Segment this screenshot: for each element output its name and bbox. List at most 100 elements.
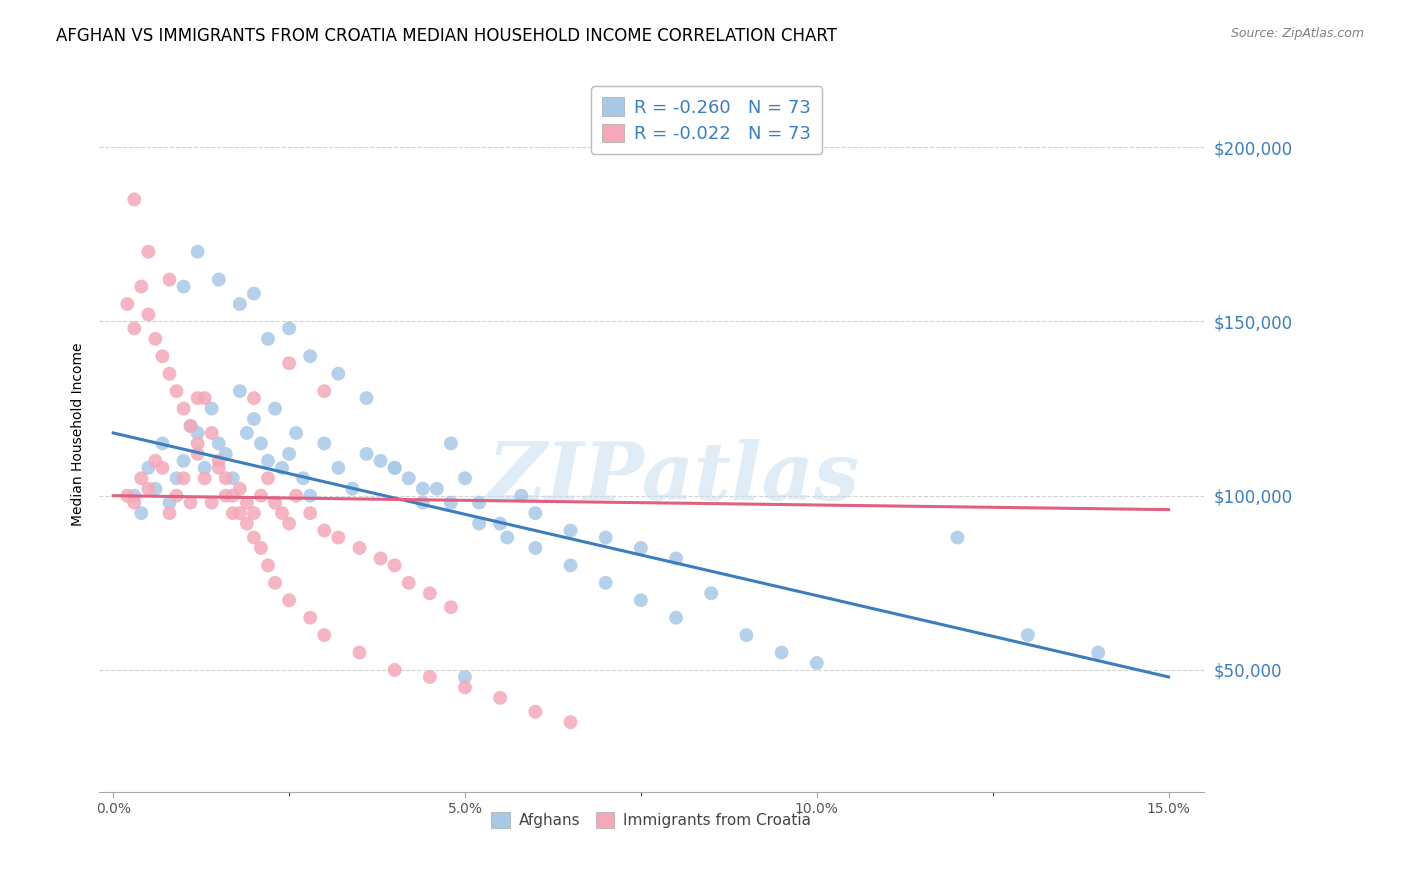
Point [489,690,512,705]
Point [236,425,259,440]
Text: ZIPatlas: ZIPatlas [488,439,859,516]
Point [166,471,188,485]
Point [243,286,266,301]
Point [201,425,224,440]
Point [314,436,336,450]
Text: Source: ZipAtlas.com: Source: ZipAtlas.com [1230,27,1364,40]
Point [236,496,259,510]
Point [489,516,512,531]
Point [124,496,146,510]
Y-axis label: Median Household Income: Median Household Income [72,343,86,526]
Point [412,496,434,510]
Point [1087,646,1109,660]
Point [250,541,273,555]
Point [138,482,160,496]
Point [131,506,153,520]
Point [264,496,287,510]
Point [299,489,322,503]
Point [124,193,146,207]
Point [328,460,350,475]
Point [208,272,231,286]
Point [187,425,209,440]
Point [180,419,202,434]
Point [384,460,406,475]
Point [700,586,723,600]
Point [595,575,617,590]
Point [314,524,336,538]
Point [349,646,371,660]
Point [166,489,188,503]
Point [770,646,793,660]
Point [264,401,287,416]
Point [630,541,652,555]
Point [222,506,245,520]
Point [159,496,181,510]
Point [229,482,252,496]
Point [173,279,195,293]
Point [356,447,378,461]
Point [159,367,181,381]
Point [384,558,406,573]
Point [398,575,420,590]
Point [384,663,406,677]
Point [243,506,266,520]
Point [454,471,477,485]
Point [271,460,294,475]
Point [257,471,280,485]
Point [328,531,350,545]
Point [131,471,153,485]
Point [419,586,441,600]
Point [208,454,231,468]
Point [208,436,231,450]
Point [173,454,195,468]
Point [166,384,188,398]
Point [356,391,378,405]
Point [278,356,301,370]
Point [440,496,463,510]
Point [665,610,688,624]
Point [138,244,160,259]
Point [299,349,322,363]
Point [257,558,280,573]
Point [138,460,160,475]
Point [665,551,688,566]
Point [560,715,582,730]
Point [208,460,231,475]
Point [145,332,167,346]
Point [138,308,160,322]
Point [215,447,238,461]
Point [215,471,238,485]
Point [946,531,969,545]
Point [159,272,181,286]
Point [314,384,336,398]
Point [630,593,652,607]
Point [152,460,174,475]
Point [187,436,209,450]
Point [1017,628,1039,642]
Legend: Afghans, Immigrants from Croatia: Afghans, Immigrants from Croatia [485,806,817,834]
Point [243,531,266,545]
Point [278,593,301,607]
Point [236,516,259,531]
Point [117,489,139,503]
Point [412,482,434,496]
Point [159,506,181,520]
Point [454,681,477,695]
Point [124,321,146,335]
Point [299,610,322,624]
Point [131,279,153,293]
Point [187,447,209,461]
Point [145,482,167,496]
Point [117,297,139,311]
Point [180,419,202,434]
Point [510,489,533,503]
Point [222,489,245,503]
Point [222,471,245,485]
Point [250,489,273,503]
Point [201,401,224,416]
Point [595,531,617,545]
Point [454,670,477,684]
Point [187,244,209,259]
Point [342,482,364,496]
Point [328,367,350,381]
